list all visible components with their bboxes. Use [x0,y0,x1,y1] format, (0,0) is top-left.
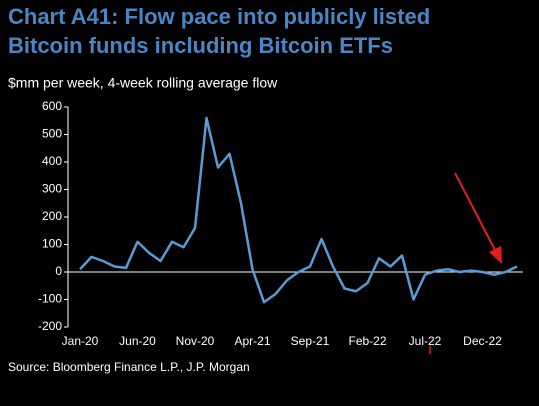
x-tick-label: Jan-20 [62,334,99,348]
x-tick-label: Feb-22 [348,334,386,348]
subtitle: $mm per week, 4-week rolling average flo… [8,75,278,91]
x-tick-label: Apr-21 [234,334,270,348]
chart-title: Chart A41: Flow pace into publicly liste… [8,4,430,29]
y-tick-label: 500 [42,127,62,141]
y-tick-label: -200 [38,319,62,333]
x-tick-label: Dec-22 [463,334,502,348]
x-tick-label: Jul-22 [409,334,442,348]
x-tick-label: Nov-20 [176,334,215,348]
arrow-head [489,246,502,264]
x-tick-label: Jun-20 [119,334,156,348]
x-tick-label: Sep-21 [291,334,330,348]
y-tick-label: 0 [55,264,62,278]
y-tick-label: 100 [42,237,62,251]
y-tick-label: 400 [42,154,62,168]
chart-title: Bitcoin funds including Bitcoin ETFs [8,33,393,58]
source: Source: Bloomberg Finance L.P., J.P. Mor… [8,360,250,374]
arrow [454,172,497,253]
y-tick-label: 600 [42,99,62,113]
y-tick-label: 200 [42,209,62,223]
y-tick-label: 300 [42,182,62,196]
line [79,116,518,304]
y-tick-label: -100 [38,292,62,306]
